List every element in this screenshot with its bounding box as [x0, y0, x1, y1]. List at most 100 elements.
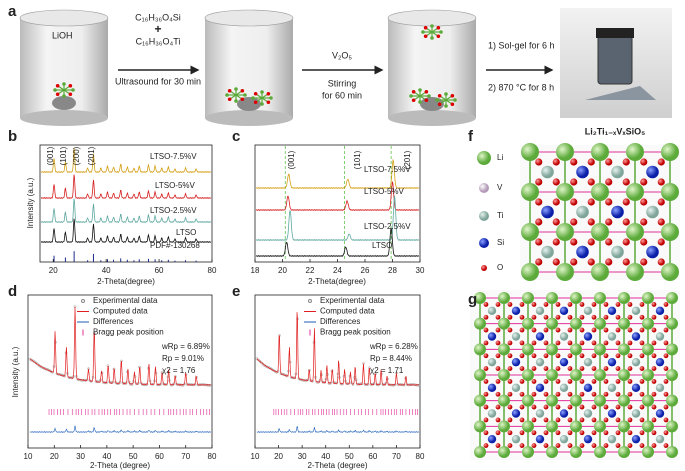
atom: [555, 430, 561, 436]
atom: [627, 366, 633, 371]
atom: [603, 353, 609, 359]
label: (001): [287, 150, 296, 169]
atom: [576, 245, 589, 259]
atom: [642, 420, 654, 433]
atom: [409, 94, 413, 98]
atom: [483, 314, 489, 320]
atom: [411, 89, 416, 94]
atom: [666, 317, 678, 330]
atom: [594, 420, 606, 433]
atom: [543, 314, 549, 320]
atom: [519, 340, 525, 346]
atom: [543, 353, 549, 359]
label: b: [8, 128, 17, 145]
atom: [68, 92, 73, 97]
atom: [591, 223, 609, 241]
atom: [421, 30, 425, 34]
atom: [639, 314, 645, 320]
atom: [615, 340, 621, 346]
atom: [657, 158, 665, 166]
legend-atom: [479, 238, 489, 248]
label: χ2 = 1.71: [370, 366, 404, 375]
atom: [618, 369, 630, 381]
atom: [531, 302, 537, 307]
label: 80: [208, 266, 217, 275]
atom: [603, 340, 609, 346]
atom: [655, 306, 665, 316]
label: Rp = 8.44%: [370, 354, 412, 363]
exp-point: [402, 383, 406, 387]
atom: [444, 92, 448, 96]
atom: [663, 443, 669, 448]
vial: [597, 33, 633, 85]
atom: [579, 379, 585, 384]
atom: [430, 24, 434, 28]
atom: [627, 404, 633, 410]
atom: [555, 340, 561, 346]
label: 40: [321, 452, 330, 461]
atom: [519, 391, 525, 397]
atom: [453, 98, 457, 102]
atom: [639, 327, 645, 333]
atom: [546, 394, 558, 407]
atom: [522, 394, 534, 407]
label: 40: [102, 266, 111, 275]
label: 70: [392, 452, 401, 461]
atom: [607, 332, 617, 341]
calc-line: [29, 306, 212, 386]
label: +: [154, 22, 161, 36]
atom: [436, 25, 441, 30]
atom: [535, 409, 545, 418]
beaker: [19, 9, 109, 126]
atom: [423, 25, 428, 30]
atom: [260, 90, 264, 94]
atom: [591, 353, 597, 359]
atom: [556, 263, 574, 281]
atom: [559, 357, 569, 367]
atom: [519, 404, 525, 410]
atom: [611, 245, 624, 259]
atom: [591, 379, 597, 384]
atom: [663, 314, 669, 320]
atom: [666, 369, 678, 381]
atom: [615, 327, 621, 333]
atom: [666, 394, 678, 407]
atom: [260, 102, 264, 106]
molecules: [53, 24, 457, 108]
atom: [615, 404, 621, 410]
atom: [651, 366, 657, 371]
atom: [519, 379, 525, 384]
atom: [626, 183, 644, 201]
atom: [631, 332, 641, 341]
atom: [55, 83, 60, 88]
atom: [535, 357, 545, 367]
atom: [483, 366, 489, 371]
atom: [240, 88, 245, 93]
atom: [594, 292, 606, 304]
atom: [583, 357, 593, 367]
atom: [487, 383, 497, 393]
atom: [587, 178, 595, 186]
atom: [240, 97, 245, 102]
label: LiOH: [52, 30, 73, 40]
atom: [663, 340, 669, 346]
atom: [627, 353, 633, 359]
atom: [579, 302, 585, 307]
atom: [661, 183, 679, 201]
atom: [651, 404, 657, 410]
atom: [474, 446, 486, 458]
atom: [570, 317, 582, 330]
atom: [607, 434, 617, 444]
atom: [567, 327, 573, 333]
label: 40: [102, 452, 111, 461]
label: C₁₆H₃₆O₄Si: [135, 12, 181, 22]
atom: [556, 143, 574, 161]
atom: [651, 443, 657, 448]
label: LTSO: [176, 228, 196, 237]
label: LTSO-7.5%V: [364, 165, 411, 174]
atom: [570, 343, 582, 356]
atom: [611, 165, 624, 179]
exp-point: [169, 383, 173, 387]
xrd-trace: [255, 158, 420, 189]
atom: [543, 430, 549, 436]
